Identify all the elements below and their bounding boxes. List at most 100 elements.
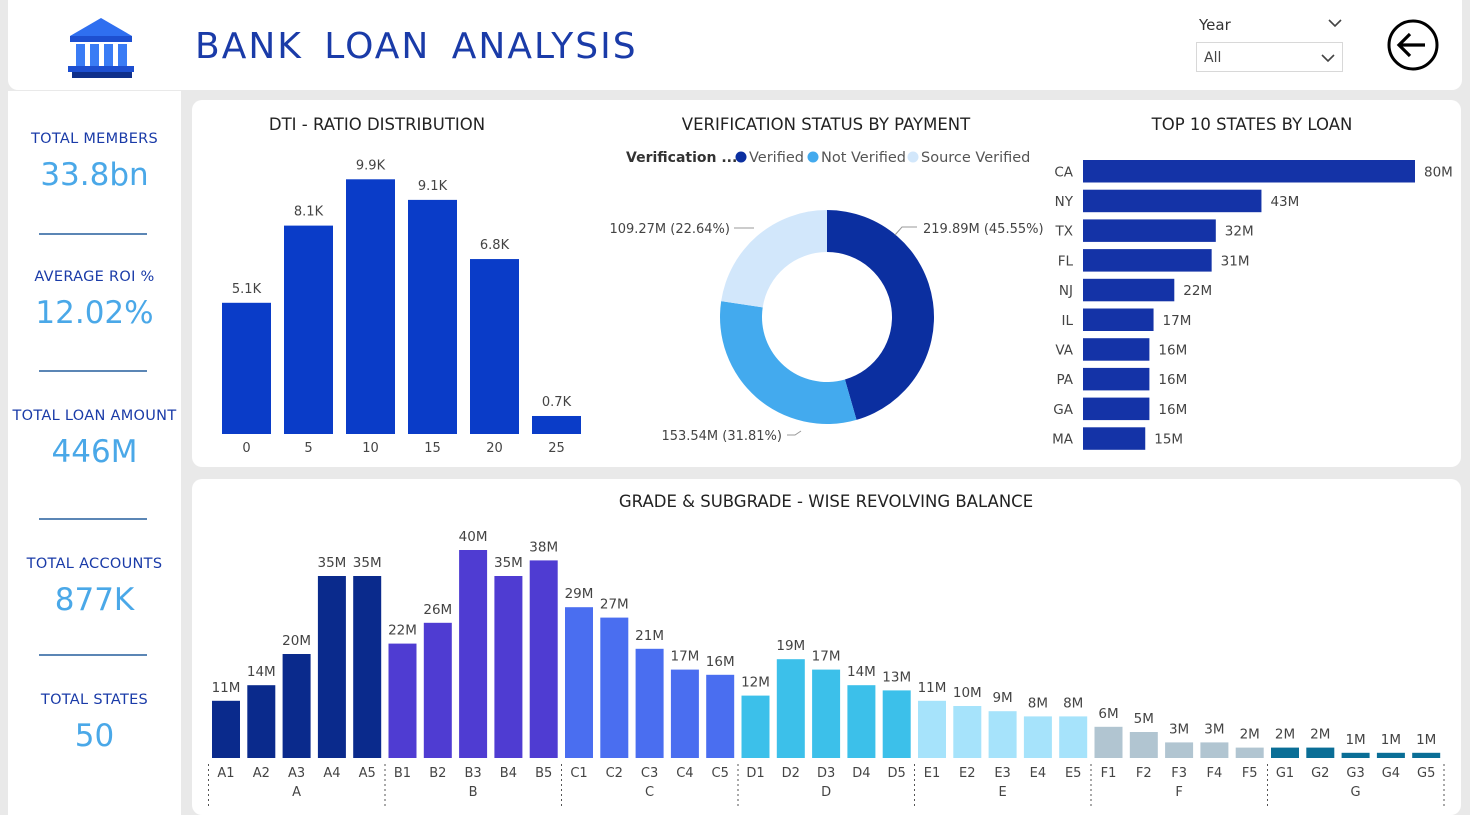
dti-data-label: 9.1K — [418, 179, 448, 194]
subgrade-tick-label: G2 — [1311, 766, 1329, 781]
grade-bar — [317, 576, 346, 758]
subgrade-tick-label: E3 — [994, 766, 1011, 781]
state-data-label: 16M — [1158, 342, 1187, 358]
grade-data-label: 8M — [1028, 695, 1048, 711]
dti-tick-label: 5 — [304, 441, 312, 456]
grade-data-label: 10M — [953, 685, 982, 701]
dti-chart-title: DTI - RATIO DISTRIBUTION — [269, 115, 485, 134]
grade-data-label: 1M — [1381, 732, 1401, 748]
state-bar — [1083, 427, 1146, 450]
grade-bar — [423, 622, 452, 758]
grade-bar — [1271, 747, 1299, 758]
state-data-label: 22M — [1183, 283, 1212, 299]
state-data-label: 32M — [1225, 224, 1254, 240]
grade-tick-label: G — [1351, 785, 1361, 800]
kpi-value: 50 — [74, 718, 115, 754]
grade-bar — [353, 576, 382, 758]
legend-title: Verification ... — [626, 150, 737, 166]
grade-data-label: 35M — [494, 555, 523, 571]
grade-data-label: 1M — [1345, 732, 1365, 748]
state-data-label: 16M — [1158, 372, 1187, 388]
grade-bar — [1412, 752, 1441, 758]
kpi-divider — [39, 518, 147, 520]
state-data-label: 43M — [1270, 194, 1299, 210]
states-chart-title: TOP 10 STATES BY LOAN — [1151, 115, 1353, 134]
grade-data-label: 11M — [212, 680, 241, 696]
state-tick-label: PA — [1056, 372, 1073, 388]
grade-data-label: 12M — [741, 675, 770, 691]
grade-bar — [1129, 732, 1158, 758]
subgrade-tick-label: E2 — [959, 766, 976, 781]
donut-leader-line — [787, 430, 802, 436]
grade-data-label: 29M — [565, 586, 594, 602]
kpi-panel: TOTAL MEMBERS 33.8bn AVERAGE ROI % 12.02… — [8, 91, 181, 815]
grade-tick-label: B — [469, 785, 478, 800]
grade-bar — [1306, 747, 1335, 758]
subgrade-tick-label: G4 — [1382, 766, 1400, 781]
dti-bar — [408, 199, 457, 434]
subgrade-tick-label: G5 — [1417, 766, 1435, 781]
state-tick-label: VA — [1055, 342, 1073, 358]
dti-data-label: 5.1K — [232, 282, 262, 297]
subgrade-tick-label: A1 — [217, 766, 234, 781]
dti-data-label: 8.1K — [294, 205, 324, 220]
donut-data-label: 153.54M (31.81%) — [661, 429, 782, 444]
grade-data-label: 16M — [706, 654, 735, 670]
subgrade-tick-label: F5 — [1242, 766, 1258, 781]
bank-icon — [68, 18, 134, 78]
state-data-label: 80M — [1424, 164, 1453, 180]
grade-tick-label: E — [998, 785, 1006, 800]
subgrade-tick-label: D1 — [746, 766, 764, 781]
grade-bar — [953, 706, 982, 758]
back-arrow-button[interactable] — [1386, 18, 1440, 72]
subgrade-tick-label: C4 — [676, 766, 693, 781]
state-bar — [1083, 219, 1216, 242]
grade-bar — [1165, 742, 1194, 758]
donut-leader-line — [894, 226, 917, 236]
grade-bar — [282, 654, 311, 758]
grade-bar — [1023, 716, 1052, 758]
dti-bar — [470, 259, 519, 434]
grade-data-label: 2M — [1275, 727, 1295, 743]
grade-bar — [812, 669, 841, 758]
dti-bar-chart: 5.1K 0 8.1K 5 9.9K 10 9.1K 15 6.8K 20 0.7K 25 — [222, 158, 581, 456]
grade-data-label: 1M — [1416, 732, 1436, 748]
subgrade-tick-label: F4 — [1207, 766, 1223, 781]
grade-chart-svg: GRADE & SUBGRADE - WISE REVOLVING BALANC… — [208, 492, 1445, 806]
grade-bar — [565, 607, 593, 758]
donut-slice — [827, 210, 935, 420]
state-tick-label: MA — [1052, 432, 1074, 448]
year-select[interactable]: All — [1196, 42, 1343, 72]
grade-bar — [1200, 742, 1229, 758]
grade-bar — [212, 700, 240, 758]
state-bar — [1083, 160, 1415, 183]
verification-legend: Verified Not Verified Source Verified — [735, 150, 1030, 166]
grade-data-label: 6M — [1098, 706, 1118, 722]
year-filter-label: Year — [1199, 16, 1231, 34]
grade-bar — [1059, 716, 1088, 758]
state-tick-label: NY — [1055, 194, 1074, 210]
legend-marker — [807, 151, 819, 163]
subgrade-tick-label: F2 — [1136, 766, 1152, 781]
kpi-divider — [39, 233, 147, 235]
grade-bar — [988, 711, 1017, 758]
grade-bar — [635, 648, 664, 758]
dti-tick-label: 0 — [242, 441, 250, 456]
dti-bar — [284, 225, 333, 434]
page-title: BANK LOAN ANALYSIS — [195, 26, 638, 67]
kpi-total-accounts: TOTAL ACCOUNTS 877K — [8, 556, 181, 618]
grade-bar — [776, 659, 805, 758]
grade-data-label: 3M — [1169, 721, 1189, 737]
state-tick-label: CA — [1054, 164, 1073, 180]
grade-bar — [1376, 752, 1405, 758]
subgrade-tick-label: B4 — [500, 766, 517, 781]
chevron-down-icon[interactable] — [1326, 14, 1344, 32]
grade-bar — [388, 643, 417, 758]
subgrade-tick-label: E1 — [924, 766, 941, 781]
kpi-divider — [39, 654, 147, 656]
subgrade-tick-label: D4 — [852, 766, 870, 781]
grade-data-label: 14M — [247, 664, 276, 680]
state-tick-label: TX — [1055, 224, 1074, 240]
grade-data-label: 2M — [1240, 727, 1260, 743]
state-data-label: 31M — [1221, 253, 1250, 269]
